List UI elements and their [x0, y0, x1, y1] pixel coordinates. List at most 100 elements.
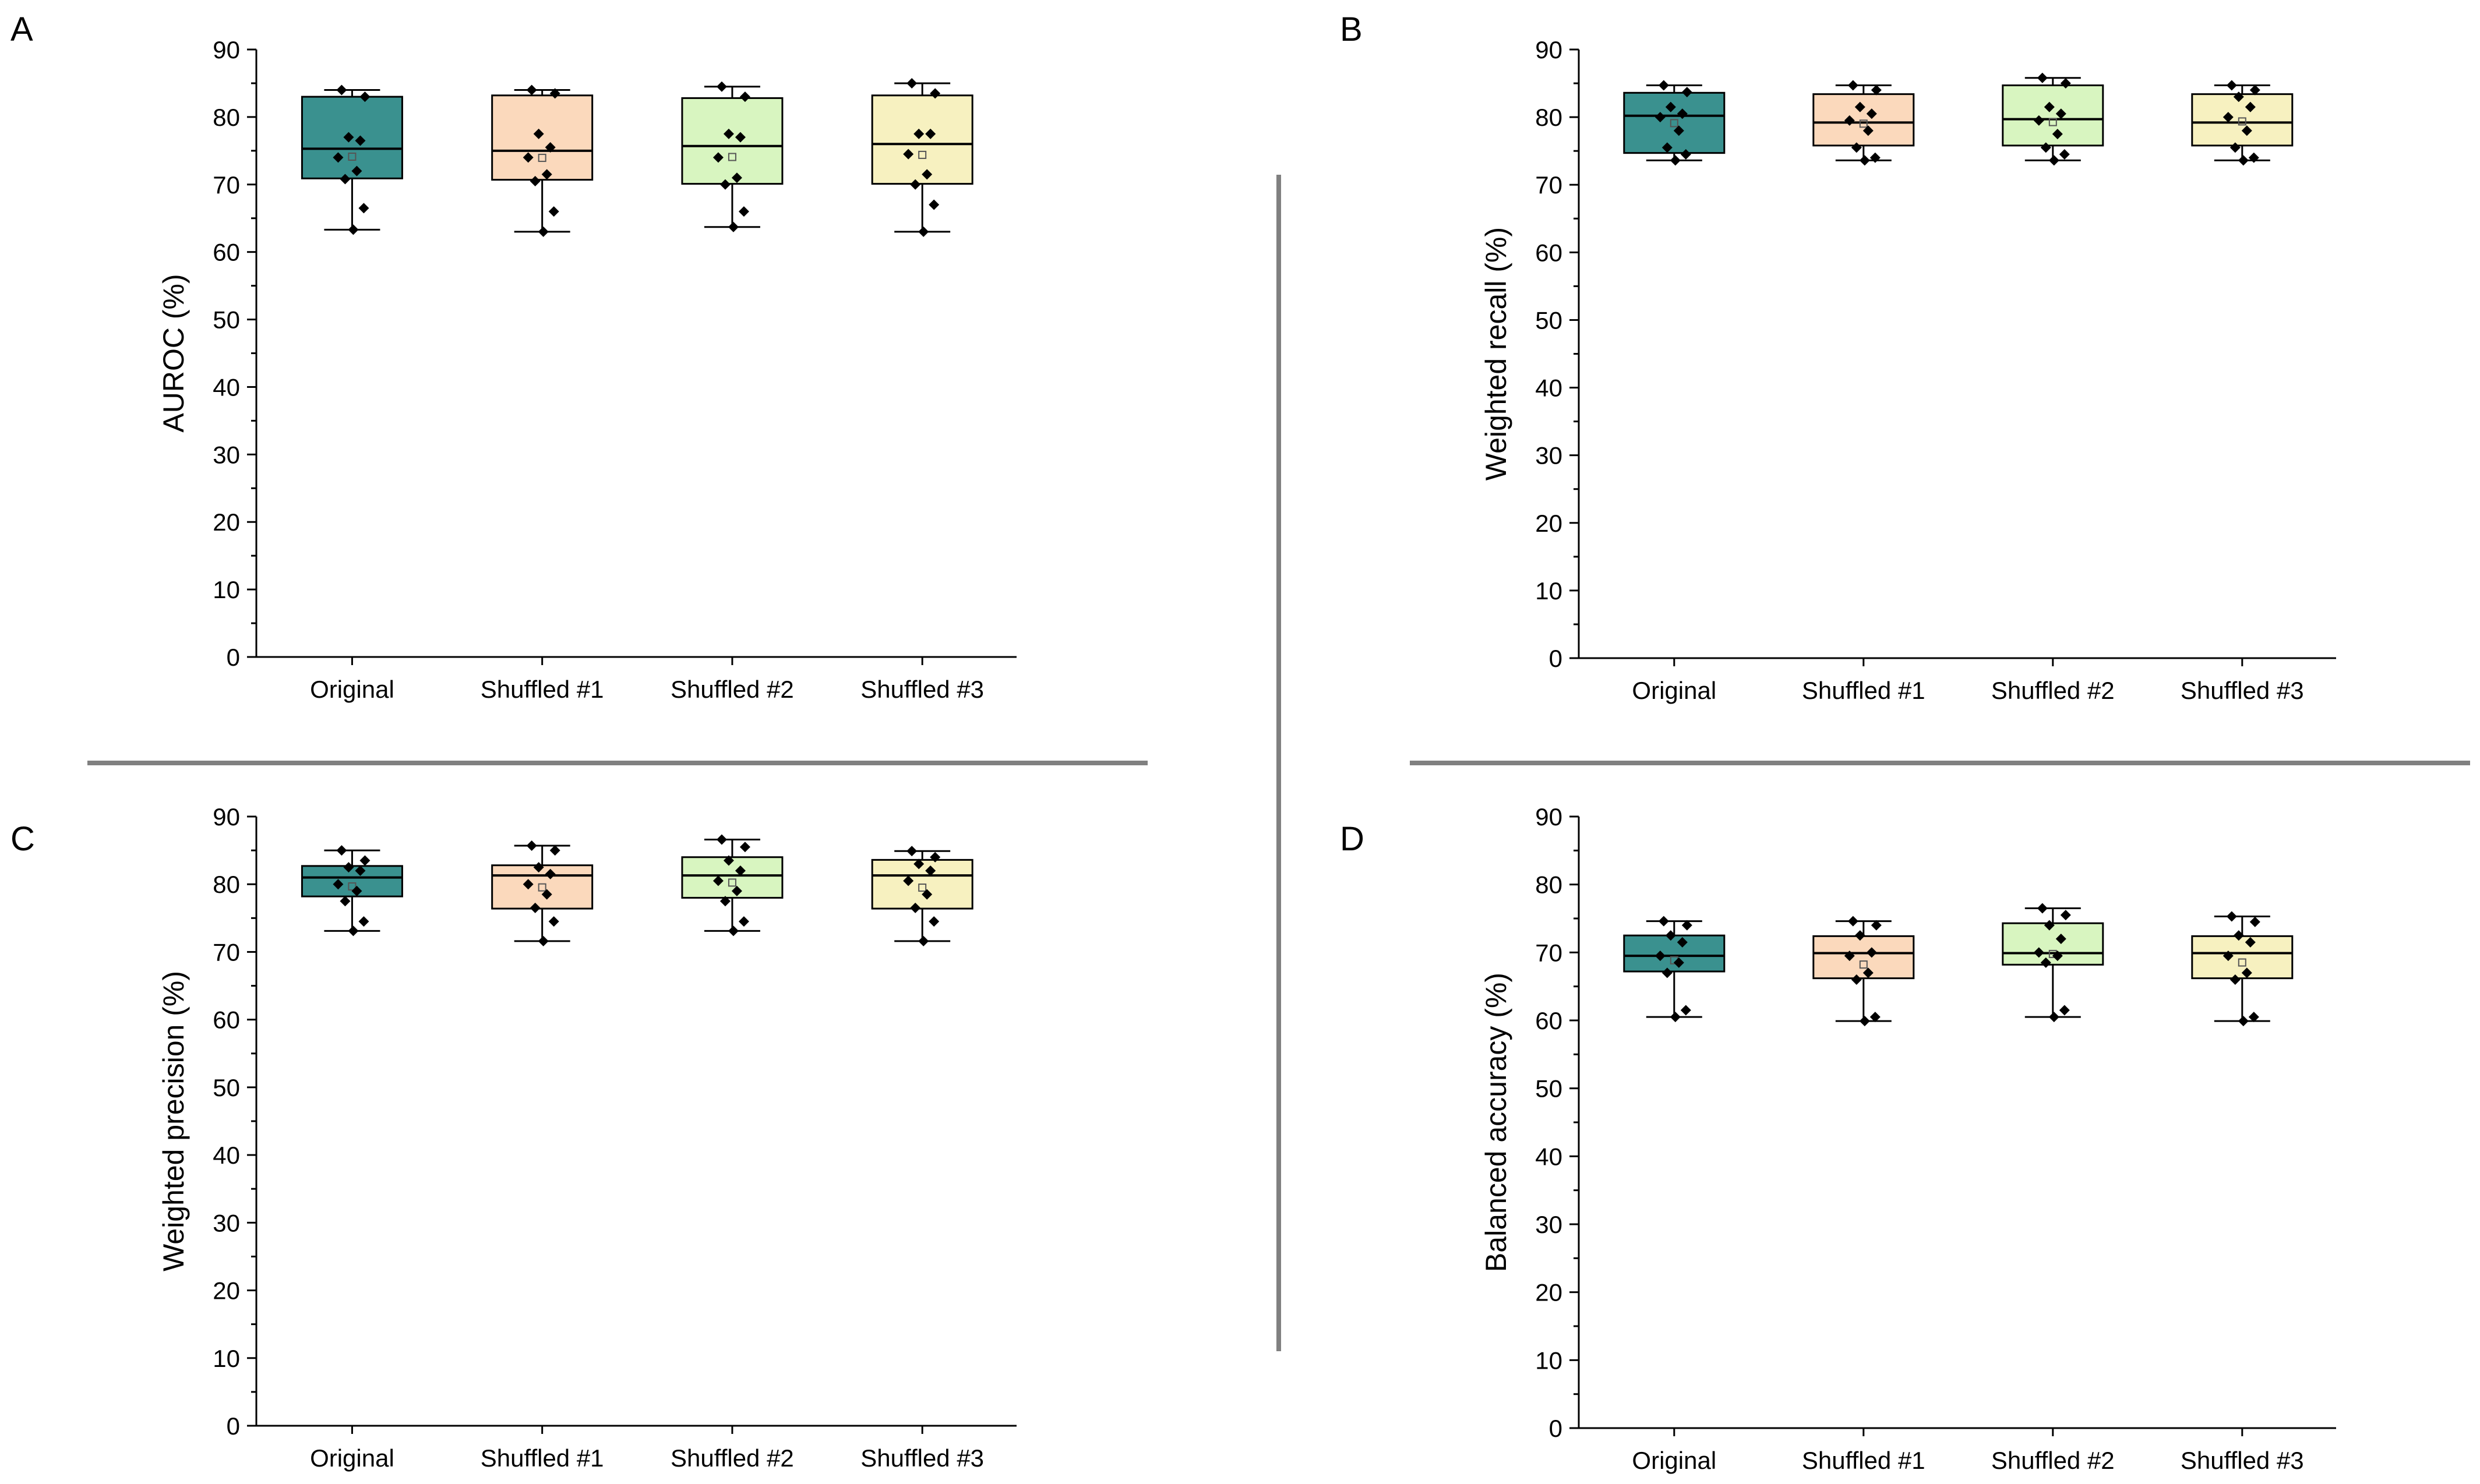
box-iqr [681, 856, 784, 899]
data-point [359, 855, 371, 866]
data-point [336, 845, 347, 856]
mean-marker [2238, 117, 2246, 126]
data-point [903, 875, 914, 886]
y-tick-label: 20 [213, 508, 240, 536]
data-point [1866, 108, 1877, 119]
data-point [1854, 101, 1865, 112]
y-tick-label: 10 [213, 576, 240, 603]
data-point [922, 889, 933, 900]
data-point [723, 855, 734, 866]
data-point [2241, 125, 2252, 136]
x-category-label: Original [1632, 677, 1716, 704]
y-tick-label: 40 [213, 373, 240, 401]
data-point [526, 84, 537, 96]
data-point [2238, 1016, 2249, 1027]
data-point [523, 879, 534, 890]
data-point [1665, 101, 1676, 112]
data-point [723, 128, 734, 139]
y-tick-label: 50 [213, 306, 240, 334]
data-point [1862, 125, 1874, 136]
y-tick-label: 0 [227, 1412, 240, 1440]
data-point [2055, 934, 2066, 944]
data-point [355, 865, 366, 876]
data-point [538, 935, 549, 946]
y-tick-label: 50 [1535, 1075, 1562, 1103]
y-tick-label: 10 [1535, 577, 1562, 605]
data-point [2238, 155, 2249, 166]
data-point [2059, 1005, 2070, 1016]
y-tick-label: 70 [1535, 939, 1562, 966]
x-category-label: Shuffled #3 [2181, 677, 2304, 704]
data-point [1869, 1012, 1881, 1023]
data-point [333, 152, 344, 163]
data-point [2233, 91, 2244, 103]
mean-marker [918, 150, 927, 159]
data-point [2233, 930, 2244, 941]
data-point [2052, 129, 2063, 140]
data-point [1851, 974, 1862, 985]
data-point [333, 879, 344, 890]
data-point [1670, 1012, 1681, 1023]
data-point [719, 896, 731, 907]
mean-marker [728, 153, 736, 161]
data-point [549, 845, 560, 856]
data-point [925, 865, 936, 876]
data-point [1854, 930, 1865, 941]
data-point [548, 916, 559, 927]
y-axis-title: AUROC (%) [157, 274, 190, 432]
data-point [1654, 112, 1666, 123]
data-point [1677, 108, 1688, 119]
panel-letter-a: A [10, 10, 33, 48]
panel-letter-d: D [1340, 820, 1364, 858]
chart-panel-c: 0 10 20 30 40 50 60 70 80 90 Weighted precision (%… [157, 803, 1017, 1472]
box-iqr [1812, 93, 1915, 147]
y-tick-label: 40 [1535, 374, 1562, 402]
data-point [533, 862, 544, 873]
data-point [1844, 951, 1855, 962]
y-tick-label: 90 [213, 803, 240, 831]
data-point [340, 896, 351, 907]
y-tick-label: 60 [213, 1006, 240, 1034]
mean-marker [2238, 958, 2246, 967]
y-tick-label: 80 [213, 871, 240, 898]
data-point [2226, 911, 2237, 922]
data-point [735, 865, 746, 876]
y-axis-title: Weighted precision (%) [157, 971, 190, 1271]
y-tick-label: 90 [1535, 803, 1562, 831]
data-point [1654, 951, 1666, 962]
data-point [1680, 149, 1691, 160]
data-point [2044, 920, 2055, 931]
data-point [2248, 152, 2259, 163]
x-category-label: Original [1632, 1447, 1716, 1474]
data-point [2040, 142, 2051, 153]
data-point [2037, 903, 2048, 914]
box-iqr [491, 864, 594, 910]
x-category-label: Shuffled #2 [671, 1444, 794, 1472]
y-tick-label: 60 [1535, 1007, 1562, 1034]
data-point [1871, 920, 1882, 931]
data-point [739, 842, 750, 853]
y-tick-label: 20 [213, 1277, 240, 1305]
data-point [1847, 916, 1858, 927]
data-point [738, 206, 749, 217]
data-point [2245, 101, 2256, 112]
y-axis-title: Balanced accuracy (%) [1480, 973, 1512, 1272]
data-point [2241, 967, 2252, 978]
data-point [1658, 80, 1669, 91]
data-point [719, 179, 731, 190]
data-point [712, 152, 724, 163]
data-point [2048, 1012, 2059, 1023]
data-point [1866, 947, 1877, 958]
y-tick-label: 80 [213, 104, 240, 131]
data-point [545, 868, 556, 879]
mean-marker [1670, 119, 1678, 128]
y-tick-label: 70 [213, 171, 240, 199]
data-point [355, 135, 366, 146]
y-tick-label: 40 [213, 1142, 240, 1169]
data-point [358, 916, 369, 927]
y-tick-label: 30 [1535, 1211, 1562, 1238]
data-point [1681, 920, 1692, 931]
data-point [538, 226, 549, 237]
box-iqr [681, 97, 784, 185]
box-iqr [1623, 934, 1726, 973]
